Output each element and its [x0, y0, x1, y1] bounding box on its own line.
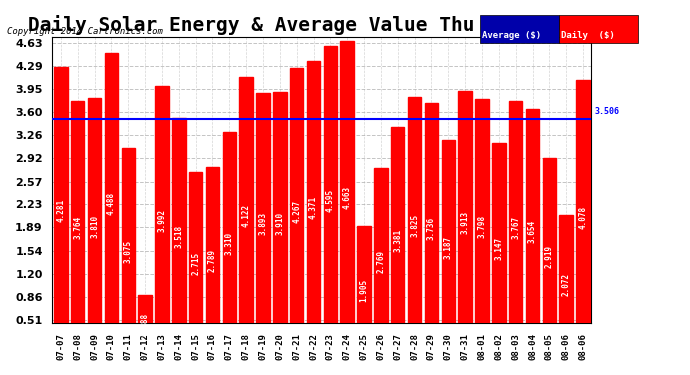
Text: 4.488: 4.488: [107, 192, 116, 215]
Text: 3.767: 3.767: [511, 216, 520, 239]
Bar: [357, 226, 371, 354]
Bar: [273, 92, 286, 354]
Text: 3.992: 3.992: [157, 209, 166, 232]
Text: 3.310: 3.310: [225, 232, 234, 255]
Text: 4.281: 4.281: [57, 199, 66, 222]
Bar: [458, 92, 472, 354]
Text: 3.825: 3.825: [410, 214, 419, 237]
Bar: [105, 53, 118, 354]
Bar: [223, 132, 236, 354]
Text: 4.122: 4.122: [241, 204, 250, 227]
Text: 0.888: 0.888: [141, 313, 150, 336]
Text: 3.913: 3.913: [461, 211, 470, 234]
Bar: [425, 104, 438, 354]
Text: 3.518: 3.518: [175, 225, 184, 248]
Bar: [256, 93, 270, 354]
Bar: [324, 46, 337, 354]
Bar: [290, 68, 304, 354]
Text: 4.595: 4.595: [326, 188, 335, 211]
Bar: [408, 98, 422, 354]
Bar: [54, 67, 68, 354]
Bar: [172, 118, 186, 354]
Bar: [509, 101, 522, 354]
Text: 3.910: 3.910: [275, 211, 284, 234]
Text: 3.147: 3.147: [494, 237, 503, 260]
Bar: [88, 98, 101, 354]
Text: 3.893: 3.893: [259, 212, 268, 235]
Text: 2.072: 2.072: [562, 273, 571, 296]
Text: 3.764: 3.764: [73, 216, 82, 240]
Bar: [576, 80, 590, 354]
Bar: [155, 86, 168, 354]
Bar: [492, 143, 506, 354]
Bar: [307, 61, 320, 354]
Text: 4.663: 4.663: [343, 186, 352, 209]
Text: 2.715: 2.715: [191, 252, 200, 274]
Bar: [206, 167, 219, 354]
Bar: [189, 172, 202, 354]
Text: 3.654: 3.654: [528, 220, 537, 243]
Text: 2.919: 2.919: [545, 245, 554, 268]
Text: 3.506: 3.506: [595, 107, 620, 116]
Text: 3.810: 3.810: [90, 215, 99, 238]
Text: 3.798: 3.798: [477, 215, 486, 238]
Bar: [139, 295, 152, 354]
Bar: [391, 127, 404, 354]
Bar: [475, 99, 489, 354]
Text: Daily  ($): Daily ($): [561, 30, 615, 39]
Text: 3.736: 3.736: [427, 217, 436, 240]
Bar: [374, 168, 388, 354]
Bar: [560, 215, 573, 354]
Bar: [121, 148, 135, 354]
Bar: [71, 102, 84, 354]
Text: 2.789: 2.789: [208, 249, 217, 272]
Bar: [526, 109, 540, 354]
Title: Daily Solar Energy & Average Value Thu Aug 7 05:54: Daily Solar Energy & Average Value Thu A…: [28, 15, 615, 35]
Text: 4.267: 4.267: [292, 200, 302, 222]
Bar: [442, 140, 455, 354]
Bar: [340, 41, 354, 354]
Text: Copyright 2014 Cartronics.com: Copyright 2014 Cartronics.com: [7, 27, 163, 36]
Text: 4.371: 4.371: [309, 196, 318, 219]
Bar: [239, 77, 253, 354]
Text: 3.381: 3.381: [393, 229, 402, 252]
Text: Average ($): Average ($): [482, 30, 541, 39]
Text: 3.187: 3.187: [444, 236, 453, 259]
Text: 4.078: 4.078: [578, 206, 588, 229]
Text: 2.769: 2.769: [377, 250, 386, 273]
Bar: [542, 158, 556, 354]
Text: 3.075: 3.075: [124, 240, 132, 262]
Text: 1.905: 1.905: [359, 279, 368, 302]
